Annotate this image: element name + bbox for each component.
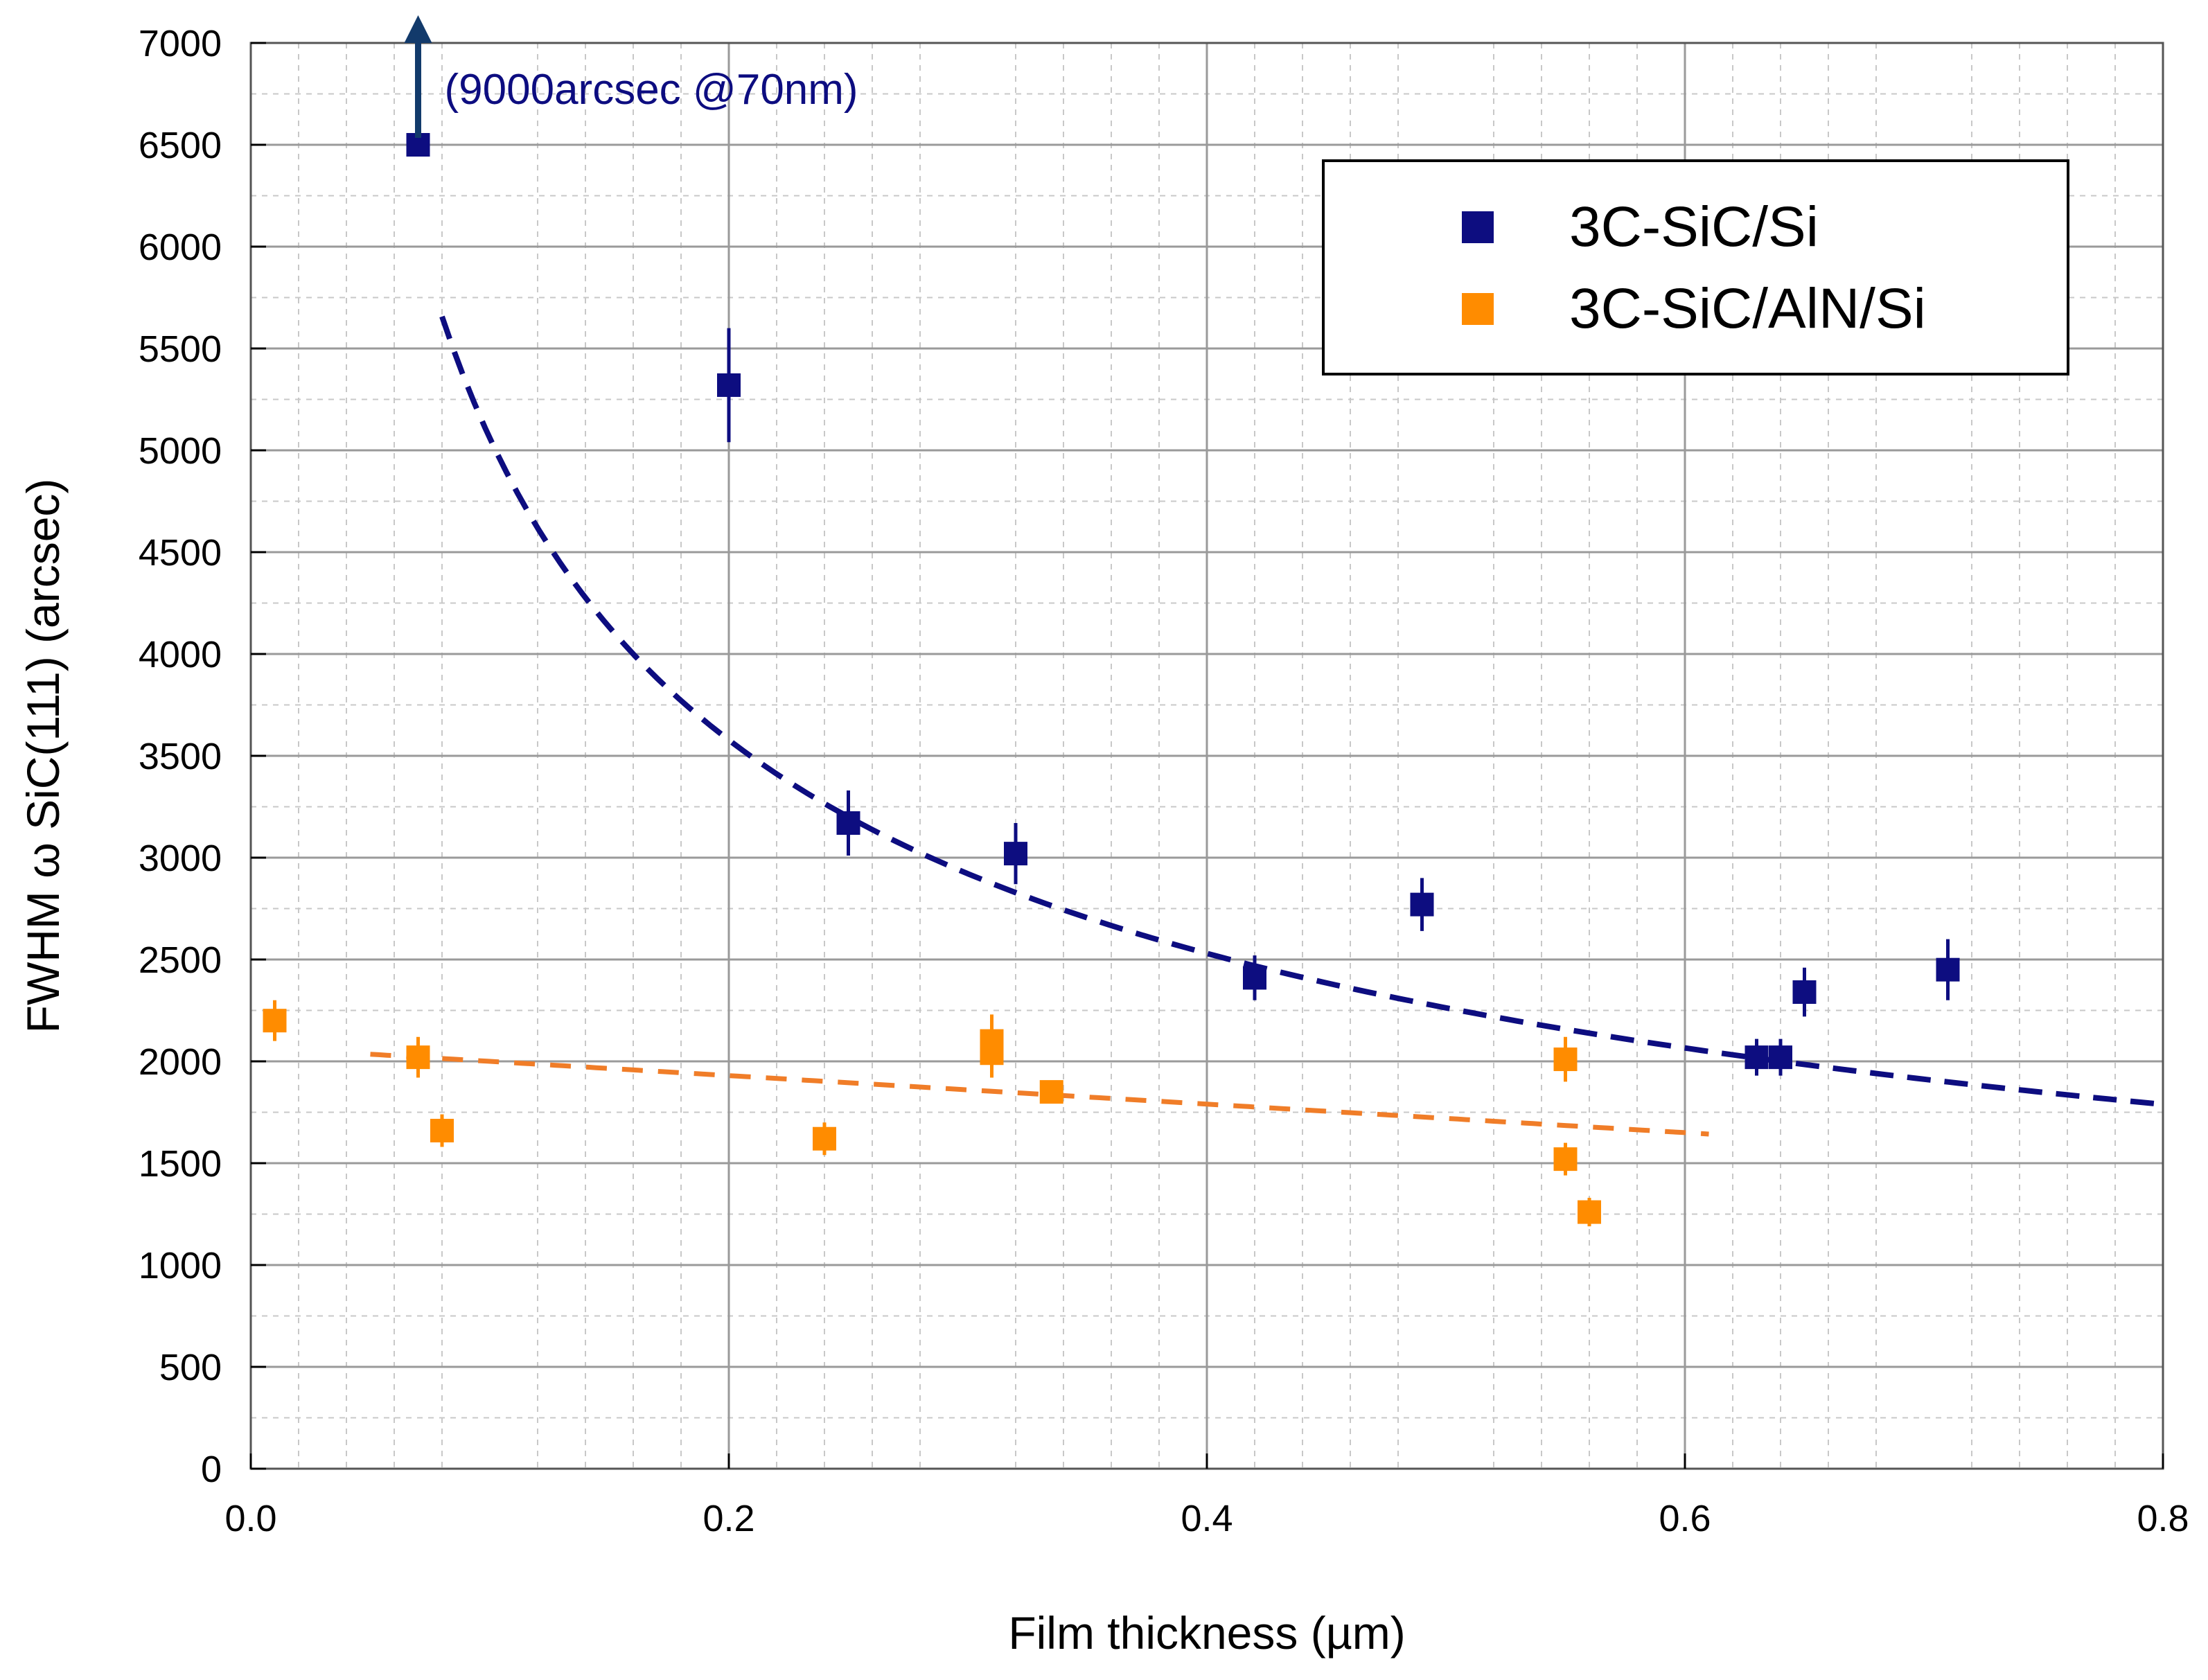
fit-curve-3c-sic-aln-si [370, 1052, 1709, 1137]
data-point-3c-sic-aln-si [263, 1009, 287, 1033]
data-point-3c-sic-aln-si [980, 1041, 1004, 1066]
x-tick-label: 0.6 [1659, 1498, 1711, 1539]
y-tick-label: 4500 [139, 532, 222, 574]
up-arrow-icon [404, 15, 432, 43]
x-tick-label: 0.8 [2137, 1498, 2189, 1539]
y-tick-label: 7000 [139, 23, 222, 64]
x-tick-label: 0.0 [224, 1498, 276, 1539]
y-tick-label: 3000 [139, 838, 222, 879]
y-tick-label: 0 [201, 1449, 222, 1490]
x-axis-label: Film thickness (µm) [1008, 1607, 1405, 1659]
fit-curve-3c-sic-si [439, 315, 2164, 1108]
data-point-3c-sic-si [1004, 842, 1027, 866]
y-tick-labels: 0 500 1000 1500 2000 2500 3000 3500 4000 4500 5000… [139, 23, 222, 1490]
y-tick-label: 2500 [139, 939, 222, 981]
axis-ticks [249, 42, 2164, 1470]
y-tick-label: 1500 [139, 1143, 222, 1185]
legend-label-3c-sic-si: 3C-SiC/Si [1569, 195, 1819, 258]
data-point-3c-sic-aln-si [1553, 1147, 1578, 1171]
y-tick-label: 500 [159, 1347, 222, 1388]
data-point-3c-sic-si [836, 811, 860, 835]
legend: 3C-SiC/Si 3C-SiC/AlN/Si [1322, 159, 2069, 375]
data-point-3c-sic-aln-si [1578, 1200, 1601, 1224]
data-point-3c-sic-si [1936, 957, 1960, 982]
data-point-3c-sic-aln-si [1039, 1080, 1063, 1104]
data-points [263, 133, 1960, 1227]
annotation-text: (9000arcsec @70nm) [445, 66, 858, 114]
data-point-3c-sic-si [1769, 1045, 1792, 1070]
major-grid [251, 43, 2163, 1469]
y-tick-label: 1000 [139, 1245, 222, 1286]
data-point-3c-sic-aln-si [406, 1045, 430, 1070]
y-tick-label: 6000 [139, 227, 222, 268]
x-tick-labels: 0.0 0.2 0.4 0.6 0.8 [224, 1498, 2189, 1539]
legend-box [1322, 159, 2069, 375]
y-tick-label: 5000 [139, 430, 222, 472]
legend-label-3c-sic-aln-si: 3C-SiC/AlN/Si [1569, 277, 1926, 340]
data-point-3c-sic-si [717, 373, 741, 397]
y-tick-label: 2000 [139, 1041, 222, 1083]
y-tick-label: 6500 [139, 125, 222, 166]
data-point-3c-sic-aln-si [813, 1126, 836, 1151]
data-point-3c-sic-si [1792, 980, 1817, 1005]
data-point-3c-sic-aln-si [1553, 1047, 1578, 1072]
y-tick-label: 5500 [139, 328, 222, 370]
data-point-3c-sic-si [1745, 1045, 1769, 1070]
data-point-3c-sic-aln-si [430, 1118, 454, 1142]
x-tick-label: 0.4 [1181, 1498, 1233, 1539]
y-tick-label: 3500 [139, 736, 222, 777]
y-tick-label: 4000 [139, 634, 222, 675]
x-tick-label: 0.2 [703, 1498, 754, 1539]
annotation: (9000arcsec @70nm) [404, 15, 858, 138]
data-point-3c-sic-si [1243, 966, 1266, 990]
fit-curves [370, 315, 2164, 1137]
y-axis-label: FWHM ω SiC(111) (arcsec) [17, 479, 69, 1034]
legend-marker-3c-sic-si [1462, 211, 1494, 243]
data-point-3c-sic-si [1410, 892, 1434, 917]
legend-marker-3c-sic-aln-si [1462, 293, 1494, 325]
